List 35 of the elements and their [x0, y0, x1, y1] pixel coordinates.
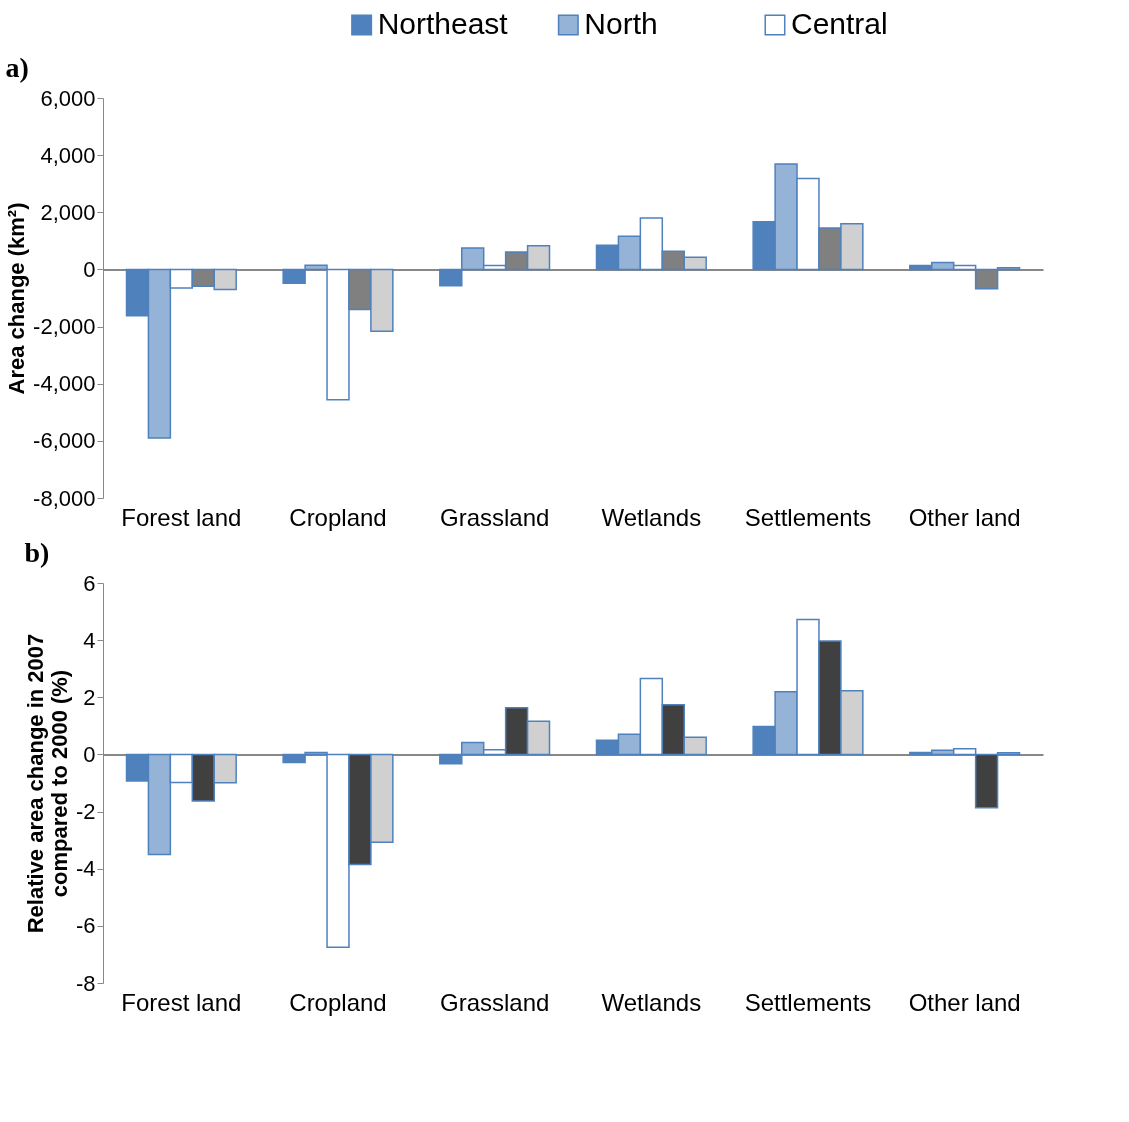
x-tick-label: Grassland	[439, 988, 550, 1016]
y-tick-label: 2	[83, 684, 96, 710]
legend-label: Central	[790, 7, 888, 40]
y-tick-label: -6	[75, 913, 96, 939]
y-tick-label: -6,000	[33, 428, 96, 454]
x-tick-label: Grassland	[439, 503, 550, 531]
x-tick-label: Settlements	[744, 503, 872, 531]
y-tick-label: 2,000	[40, 199, 96, 225]
x-tick-label: Forest land	[121, 988, 242, 1016]
y-tick-label: -2	[75, 799, 96, 825]
y-tick-label: 0	[83, 256, 96, 282]
x-tick-label: Other land	[908, 503, 1021, 531]
y-tick-label: 6,000	[40, 85, 96, 111]
x-tick-label: Cropland	[289, 503, 387, 531]
x-tick-label: Wetlands	[601, 988, 702, 1016]
legend-label: Northeast	[377, 7, 509, 40]
y-tick-label: 4	[83, 627, 96, 653]
chart-title: b)	[24, 537, 50, 568]
y-tick-label: 6	[83, 570, 96, 596]
y-tick-label: -2,000	[33, 314, 96, 340]
x-tick-label: Wetlands	[601, 503, 702, 531]
y-tick-label: -4	[75, 856, 96, 882]
x-tick-label: Cropland	[289, 988, 387, 1016]
x-tick-label: Settlements	[744, 988, 872, 1016]
x-tick-label: Forest land	[121, 503, 242, 531]
chart-title: a)	[5, 52, 29, 83]
y-tick-label: 4,000	[40, 142, 96, 168]
y-tick-label: 0	[83, 741, 96, 767]
y-axis-title: Area change (km²)	[4, 202, 30, 395]
x-tick-label: Other land	[908, 988, 1021, 1016]
y-tick-label: -8,000	[33, 485, 96, 511]
y-tick-label: -8	[75, 970, 96, 996]
y-tick-label: -4,000	[33, 371, 96, 397]
legend-label: North	[584, 7, 658, 40]
y-axis-title: Relative area change in 2007 compared to 2000 (%)	[22, 633, 72, 934]
